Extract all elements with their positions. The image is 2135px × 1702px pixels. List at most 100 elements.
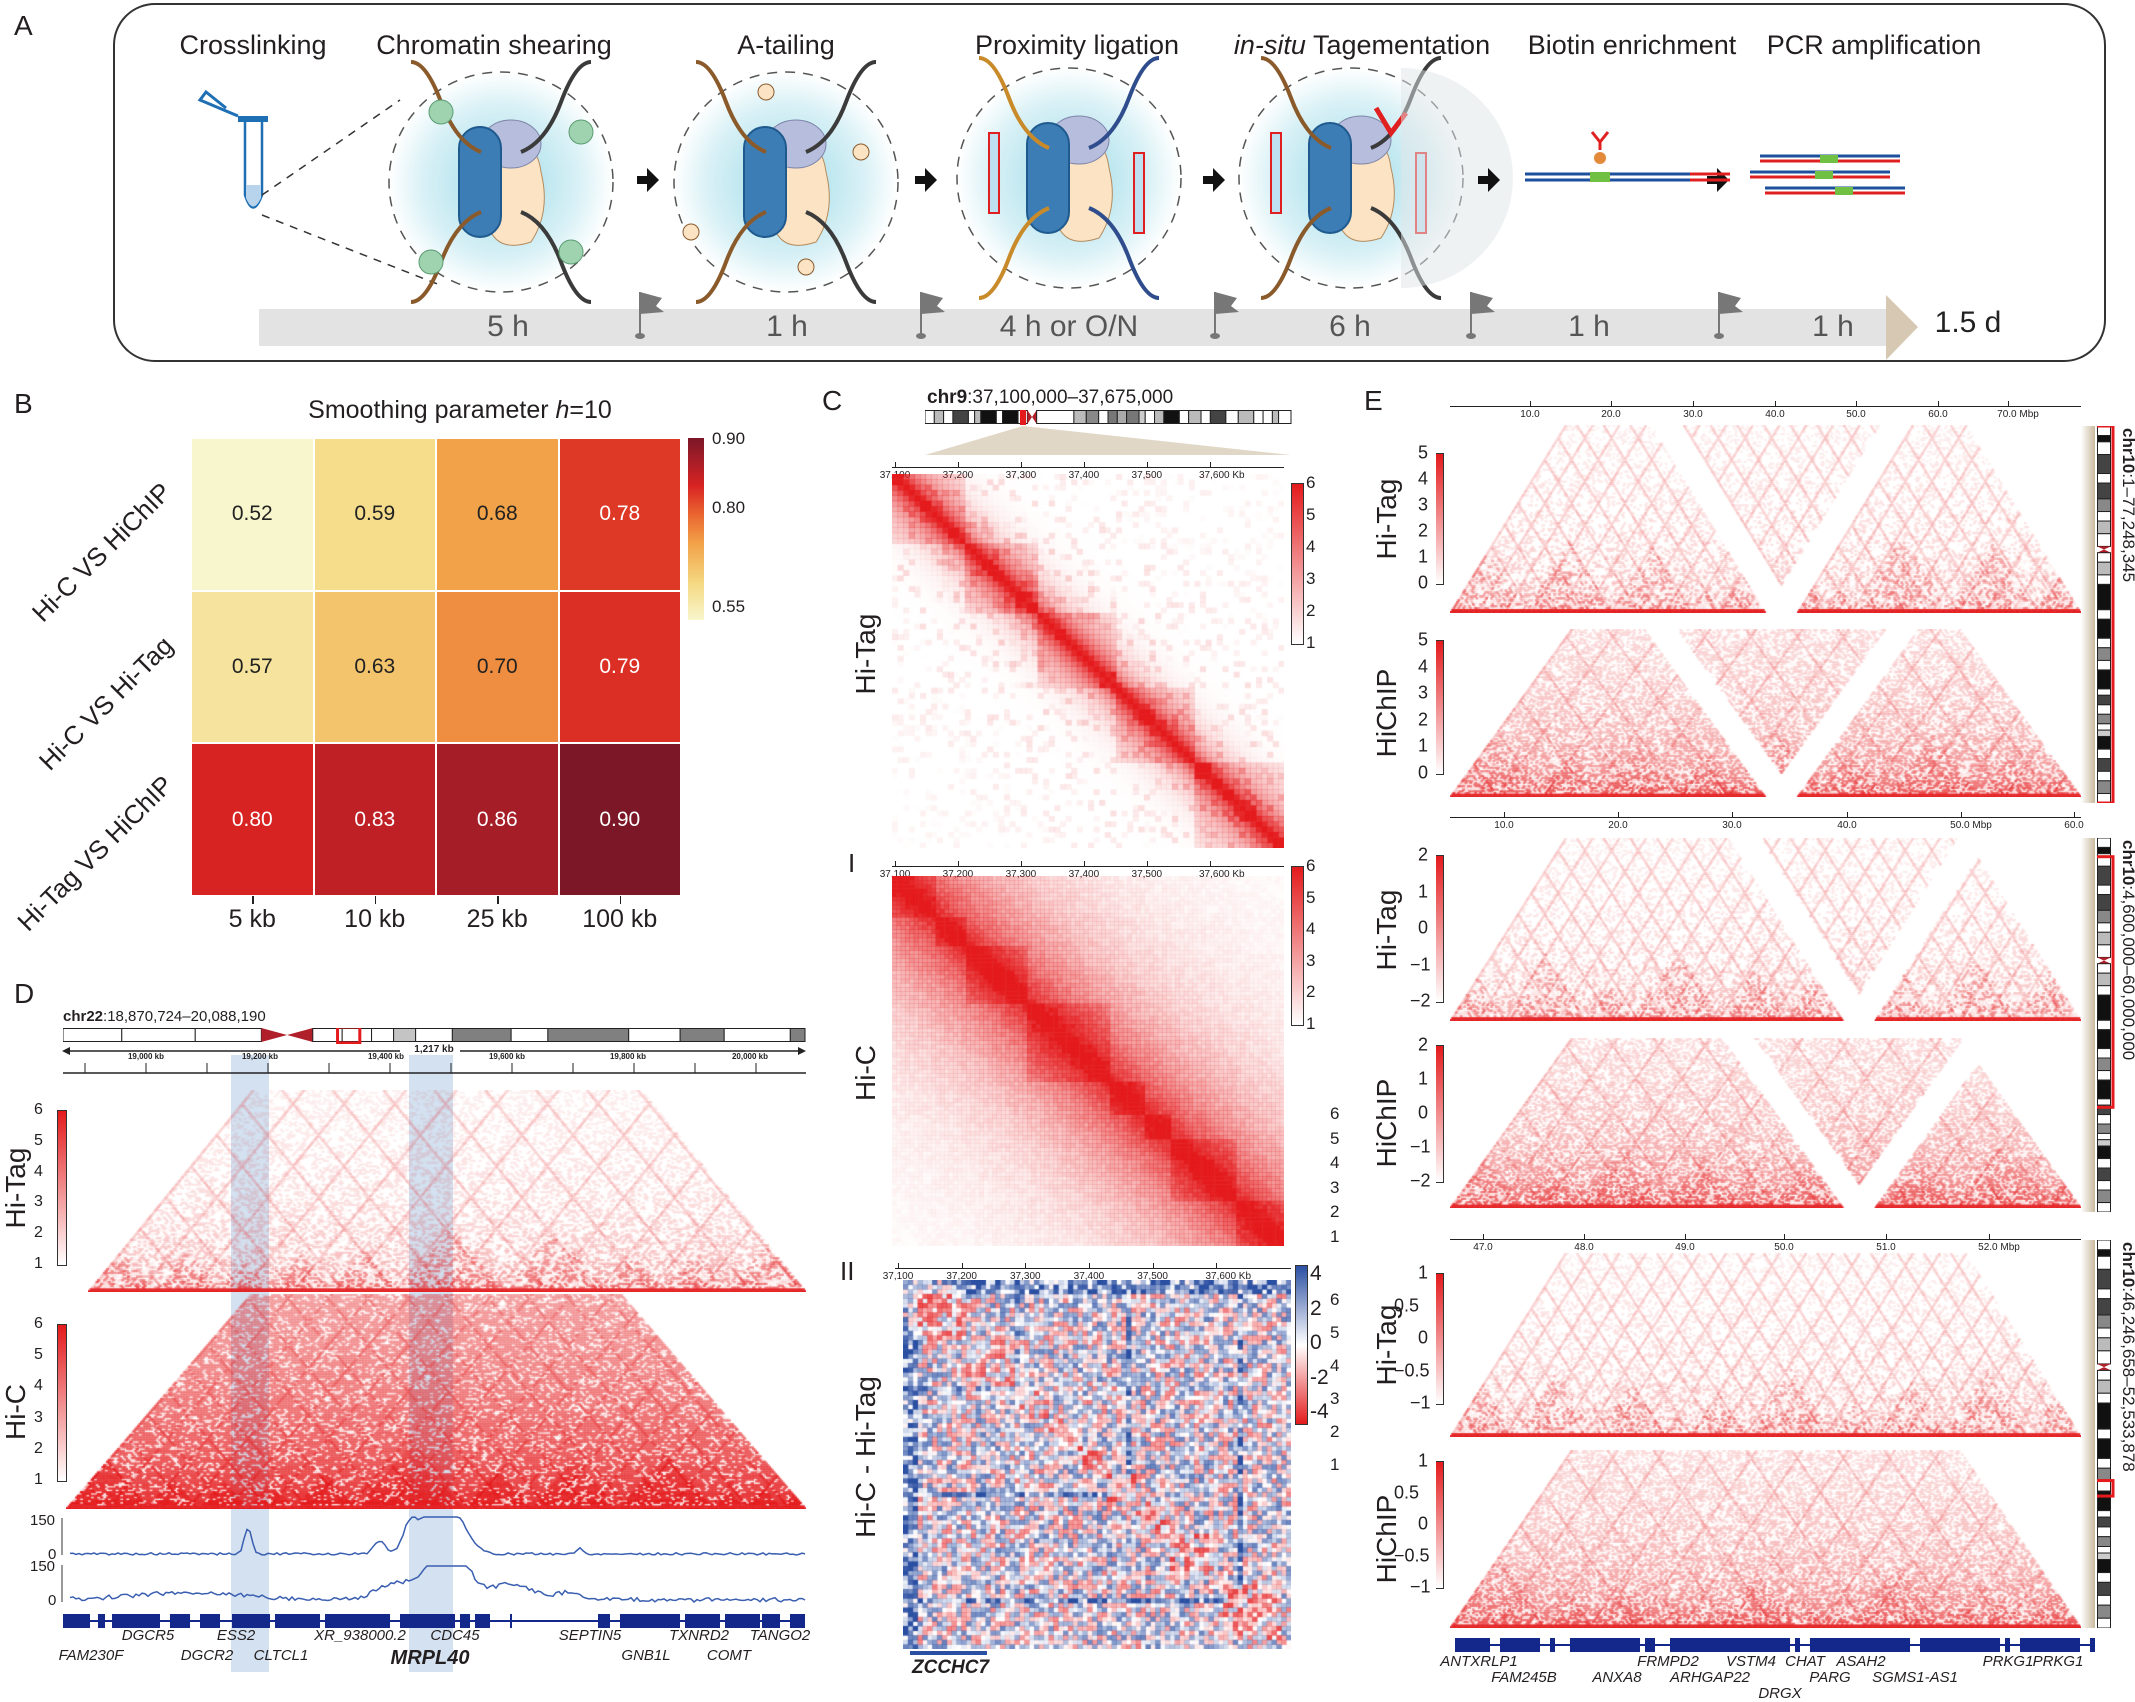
axis-tick-label: 49.0 — [1675, 1242, 1695, 1253]
colorbar-tick: 1 — [1418, 881, 1429, 901]
colorbar-tick: 0.90 — [712, 429, 746, 448]
axis-tick-mark — [1483, 1234, 1484, 1239]
axis-tick-label: 37,500 — [1137, 1271, 1168, 1282]
chr-name: chr22 — [63, 1008, 104, 1025]
axis-tick-mark — [1847, 812, 1848, 817]
gene-label: SGMS1-AS1 — [1872, 1669, 1958, 1686]
axis-tick-mark — [1961, 812, 1962, 817]
title-prefix: Smoothing parameter — [308, 396, 556, 424]
stray-tick-label: 4 — [1330, 1153, 1340, 1173]
axis-tick-label: 40.0 — [1765, 409, 1785, 420]
colorbar-tick: −0.5 — [1394, 1360, 1430, 1380]
duration-pcr: 1 h — [1812, 310, 1854, 343]
axis-tick-mark — [895, 462, 896, 467]
region-title-c: chr9:37,100,000–37,675,000 — [927, 387, 1173, 409]
gene-models — [1455, 1638, 2095, 1652]
gene-label: CHAT — [1785, 1653, 1825, 1670]
track-axis-label: 0 — [48, 1592, 57, 1609]
axis-tick-label: 48.0 — [1574, 1242, 1594, 1253]
chr-name: chr10 — [2119, 840, 2135, 886]
chr-range: :4,600,000–60,000,000 — [2119, 885, 2135, 1061]
axis-tick-label: 37,400 — [1068, 869, 1100, 880]
duration-tagementation: 6 h — [1329, 310, 1371, 343]
row-label: Hi-C VS HiChIP — [25, 476, 177, 628]
region-label: chr10:4,600,000–60,000,000 — [2118, 840, 2135, 1060]
colorbar-tick: 2 — [1418, 844, 1429, 865]
hitag-label: Hi-Tag — [1371, 889, 1402, 970]
colorbar-tick: 0 — [1418, 762, 1429, 783]
flag-icon — [635, 292, 1743, 339]
colorbar-tick: 0 — [1418, 1327, 1429, 1348]
colorbar-tick: 2 — [1306, 982, 1316, 1002]
axis-tick-mark — [1584, 1234, 1585, 1239]
colorbar-tick: 6 — [1306, 473, 1316, 492]
colorbar-tick: 6 — [34, 1101, 43, 1118]
span-label: 1,217 kb — [414, 1044, 454, 1055]
region-title-d: chr22:18,870,724–20,088,190 — [63, 1008, 266, 1025]
colorbar-tick: 2 — [34, 1224, 43, 1242]
colorbar — [1291, 483, 1304, 645]
axis-line — [1450, 1239, 2081, 1240]
colorbar — [1436, 855, 1444, 1003]
colorbar-tick: 3 — [1418, 494, 1429, 515]
colorbar-tick: -4 — [1310, 1400, 1329, 1423]
colorbar-tick: −2 — [1410, 1170, 1431, 1191]
axis-tick-mark — [1020, 462, 1022, 467]
axis-tick-mark — [895, 861, 896, 866]
row-label: Hi-Tag VS HiChIP — [11, 769, 179, 937]
axis-tick-mark — [1989, 1234, 1990, 1239]
axis-tick-mark — [1685, 1234, 1686, 1239]
axis-tick-mark — [1146, 462, 1148, 467]
gene-label: PARG — [1809, 1669, 1851, 1686]
gene-exon — [1455, 1638, 1490, 1652]
panel-label-a: A — [14, 10, 33, 41]
gene-label: ZCCHC7 — [912, 1657, 990, 1678]
axis-tick-mark — [1775, 401, 1776, 406]
colorbar-tick: 3 — [1306, 569, 1316, 588]
axis-tick-mark — [1886, 1234, 1887, 1239]
step-title-crosslinking: Crosslinking — [179, 30, 327, 60]
stray-tick-label: 3 — [1330, 1389, 1340, 1408]
hichip-label: HiChIP — [1371, 668, 1402, 758]
axis-tick-label: 60.0 — [2064, 820, 2084, 831]
panel-label-d: D — [14, 978, 35, 1009]
gene-label: ESS2 — [216, 1627, 256, 1644]
colorbar-tick: 1 — [34, 1471, 43, 1488]
panel-label-c: C — [822, 385, 843, 416]
axis-tick-mark — [1530, 401, 1531, 406]
axis-tick-mark — [1693, 401, 1694, 406]
hichip-triangle-map — [1450, 1450, 2081, 1628]
axis-tick-mark — [957, 462, 959, 467]
axis-line — [1450, 817, 2081, 818]
duration-biotin: 1 h — [1568, 310, 1610, 343]
colorbar-tick: 0 — [1310, 1331, 1322, 1354]
heatmap-cell: 0.79 — [558, 590, 681, 744]
axis-tick-label: 37,600 Kb — [1205, 1271, 1252, 1282]
axis-tick-label: 37,300 — [1010, 1271, 1041, 1282]
colorbar-tick: −0.5 — [1394, 1545, 1430, 1565]
zoom-shade — [2081, 1240, 2095, 1628]
gene-label: ASAH2 — [1836, 1653, 1886, 1670]
colorbar-tick: 5 — [34, 1131, 43, 1149]
column-label: 10 kb — [344, 905, 406, 933]
colorbar-tick: 1 — [1306, 633, 1316, 652]
axis-line — [1450, 406, 2081, 407]
gene-label: ANTXRLP1 — [1440, 1653, 1518, 1670]
axis-tick-mark — [1611, 401, 1612, 406]
stray-tick-label: 1 — [1330, 1455, 1340, 1474]
gene-model — [910, 1651, 987, 1655]
colorbar-tick: −1 — [1410, 954, 1431, 974]
gene-exon — [325, 1614, 390, 1628]
gene-exon — [2090, 1638, 2095, 1652]
tube-icon — [197, 89, 268, 209]
colorbar-tick: 2 — [1306, 601, 1316, 620]
colorbar-tick: 3 — [34, 1193, 43, 1211]
hitag-contact-map — [892, 474, 1284, 848]
axis-tick-mark — [1209, 861, 1211, 866]
axis-line — [892, 866, 1284, 867]
axis-tick-label: 37,100 — [879, 869, 911, 880]
axis-tick-label: 30.0 — [1722, 820, 1742, 831]
colorbar-tick: 0.5 — [1394, 1295, 1420, 1315]
heatmap-cell: 0.83 — [313, 743, 436, 896]
colorbar-tick: 0 — [1418, 1102, 1429, 1123]
